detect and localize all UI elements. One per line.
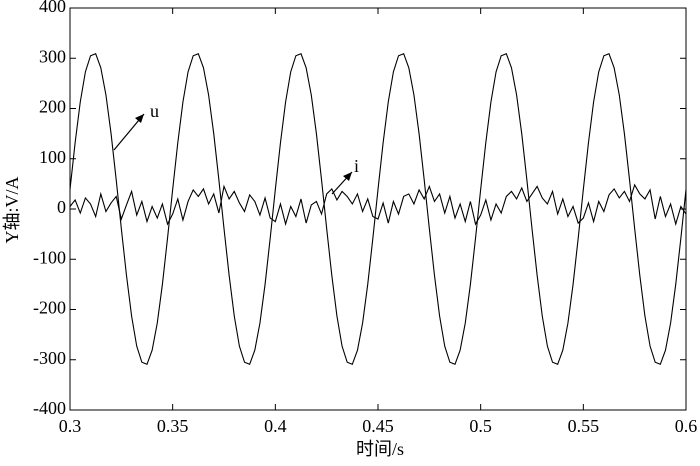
y-tick-label: 400 [39,0,66,16]
x-tick-label: 0.5 [469,416,492,436]
x-tick-label: 0.6 [675,416,698,436]
plot-frame [69,7,687,411]
y-tick-label: 200 [39,97,66,117]
series-line [69,183,687,227]
y-tick-label: 100 [39,147,66,167]
y-tick-label: -200 [33,298,66,318]
x-axis-label: 时间/s [356,439,404,459]
x-tick-label: 0.35 [157,416,189,436]
y-tick-label: -100 [33,247,66,267]
x-tick-label: 0.55 [568,416,600,436]
i-annotation: i [354,156,359,176]
y-axis-label: Y轴:V/A [2,177,22,244]
u-arrowhead [135,114,144,123]
y-tick-label: -300 [33,348,66,368]
i-arrowhead [343,172,352,181]
u-annotation: u [150,101,159,121]
y-tick-label: -400 [33,398,66,418]
x-tick-label: 0.3 [59,416,82,436]
y-tick-label: 0 [57,197,66,217]
y-tick-label: 300 [39,46,66,66]
series-line [69,53,687,365]
x-tick-label: 0.4 [264,416,287,436]
x-tick-label: 0.45 [362,416,394,436]
